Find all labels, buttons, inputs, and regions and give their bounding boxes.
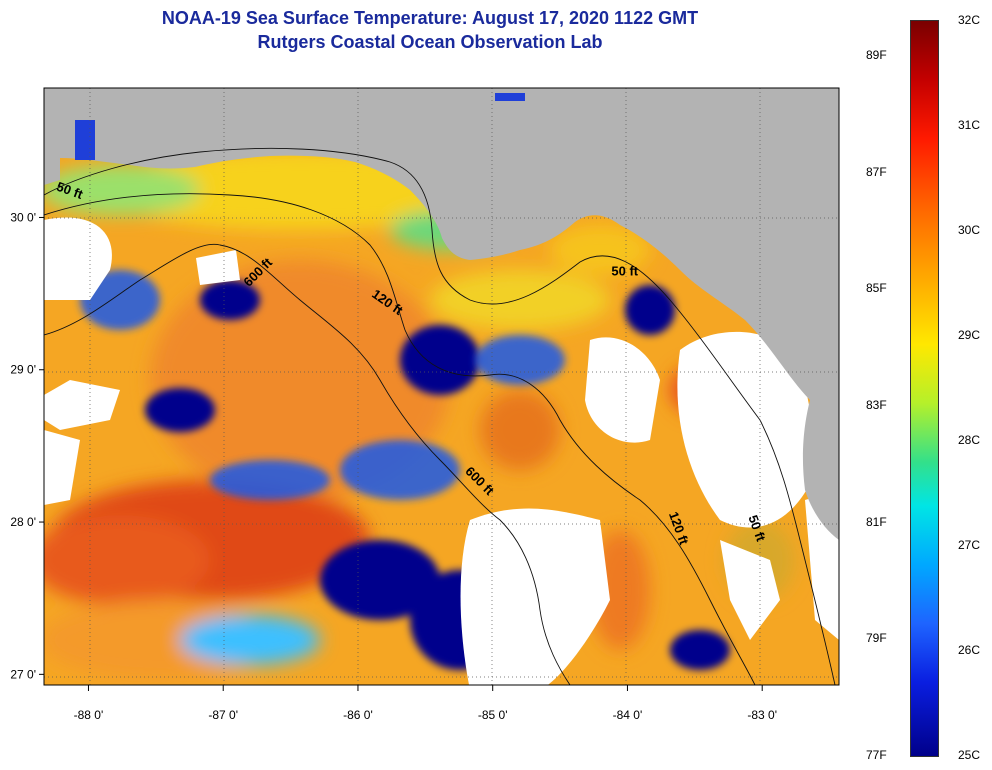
colorbar-celsius-label: 30C: [958, 223, 981, 237]
lon-tick-label: -86 0': [343, 708, 373, 722]
temperature-colorbar: [910, 20, 939, 757]
colorbar-fahrenheit-label: 79F: [866, 631, 887, 646]
colorbar-fahrenheit-label: 89F: [866, 48, 887, 62]
lon-tick-label: -85 0': [478, 708, 508, 722]
colorbar-celsius-label: 25C: [958, 748, 981, 762]
lon-tick-label: -83 0': [747, 708, 777, 722]
lon-tick-label: -88 0': [74, 708, 104, 722]
colorbar-celsius-label: 28C: [958, 433, 981, 447]
colorbar-celsius-label: 31C: [958, 118, 981, 132]
lon-tick-label: -87 0': [208, 708, 238, 722]
lon-tick-label: -84 0': [613, 708, 643, 722]
lat-tick-label: 27 0': [10, 667, 36, 681]
colorbar-fahrenheit-label: 87F: [866, 164, 887, 179]
map-title: NOAA-19 Sea Surface Temperature: August …: [161, 8, 699, 28]
map-subtitle: Rutgers Coastal Ocean Observation Lab: [257, 32, 603, 52]
map-grid: [44, 88, 839, 685]
colorbar-fahrenheit-label: 77F: [866, 748, 887, 762]
latitude-ticks: 30 0' 29 0' 28 0' 27 0': [10, 210, 44, 681]
map-imagery: [44, 88, 839, 685]
longitude-ticks: -88 0' -87 0' -86 0' -85 0' -84 0' -83 0': [74, 685, 777, 722]
colorbar-fahrenheit-label: 85F: [866, 281, 887, 296]
lat-tick-label: 28 0': [10, 515, 36, 529]
colorbar-celsius-label: 29C: [958, 328, 981, 342]
lat-tick-label: 29 0': [10, 363, 36, 377]
colorbar-celsius-label: 32C: [958, 13, 981, 27]
colorbar-fahrenheit-label: 83F: [866, 398, 887, 412]
colorbar-celsius-label: 26C: [958, 643, 981, 657]
colorbar-celsius-label: 27C: [958, 538, 981, 552]
depth-contours: [44, 147, 836, 685]
lat-tick-label: 30 0': [10, 210, 36, 224]
colorbar-fahrenheit-label: 81F: [866, 514, 887, 529]
depth-contour-label: 50 ft: [611, 263, 638, 278]
